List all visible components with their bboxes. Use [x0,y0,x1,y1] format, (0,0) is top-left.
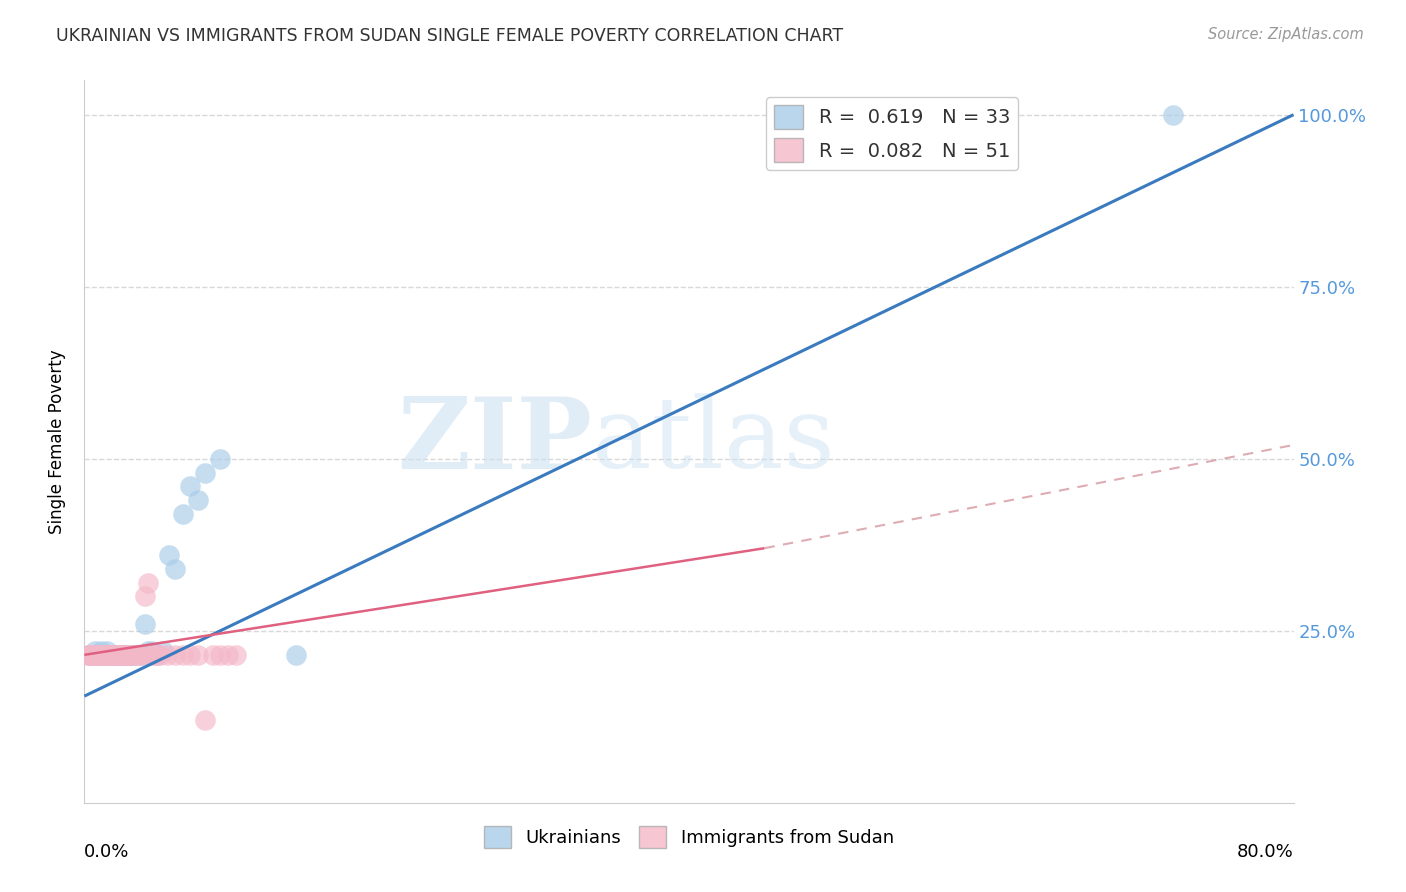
Point [87,648,110,662]
Point [131,648,153,662]
Point [209,451,232,466]
Point [107,648,129,662]
Point [87,648,110,662]
Point [100,648,122,662]
Point [120,648,142,662]
Point [139,648,162,662]
Point [97,648,120,662]
Point [134,616,156,631]
Point [285,648,308,662]
Point [79,648,101,662]
Point [152,644,174,658]
Point [114,648,136,662]
Point [82,648,104,662]
Y-axis label: Single Female Poverty: Single Female Poverty [48,350,66,533]
Text: atlas: atlas [592,393,835,490]
Point [217,648,239,662]
Point [122,648,145,662]
Point [98,648,121,662]
Point [201,648,224,662]
Point [187,648,209,662]
Point [96,648,118,662]
Point [111,648,134,662]
Point [118,648,141,662]
Point [114,648,136,662]
Text: 0.0%: 0.0% [84,843,129,861]
Point [111,648,134,662]
Point [86,648,108,662]
Point [194,713,217,727]
Point [80,648,103,662]
Point [1161,108,1184,122]
Point [90,648,112,662]
Point [209,648,232,662]
Point [120,648,142,662]
Point [187,493,209,508]
Point [146,648,169,662]
Point [98,648,121,662]
Legend: Ukrainians, Immigrants from Sudan: Ukrainians, Immigrants from Sudan [477,819,901,855]
Point [115,648,138,662]
Point [149,648,172,662]
Point [112,648,135,662]
Point [225,648,247,662]
Point [110,648,132,662]
Point [108,648,131,662]
Point [172,648,194,662]
Point [94,648,117,662]
Point [117,648,139,662]
Text: ZIP: ZIP [398,393,592,490]
Point [128,648,150,662]
Point [96,644,118,658]
Point [77,648,100,662]
Point [105,648,128,662]
Text: Source: ZipAtlas.com: Source: ZipAtlas.com [1208,27,1364,42]
Text: 80.0%: 80.0% [1237,843,1294,861]
Point [117,648,139,662]
Point [165,648,187,662]
Point [122,648,145,662]
Point [194,466,217,480]
Point [91,648,114,662]
Point [179,648,201,662]
Point [107,648,129,662]
Point [90,644,112,658]
Point [80,648,103,662]
Point [134,590,156,604]
Point [76,648,98,662]
Point [121,648,143,662]
Point [79,648,101,662]
Point [101,648,124,662]
Point [179,479,201,493]
Point [141,644,163,658]
Point [165,562,187,576]
Point [84,644,107,658]
Point [84,648,107,662]
Point [125,648,148,662]
Point [89,648,111,662]
Point [136,575,159,590]
Point [104,648,127,662]
Point [127,648,149,662]
Point [108,648,131,662]
Point [142,648,165,662]
Point [146,648,169,662]
Point [105,648,128,662]
Point [93,648,115,662]
Point [157,548,180,562]
Point [136,644,159,658]
Point [156,648,179,662]
Point [131,648,153,662]
Point [172,507,194,521]
Text: UKRAINIAN VS IMMIGRANTS FROM SUDAN SINGLE FEMALE POVERTY CORRELATION CHART: UKRAINIAN VS IMMIGRANTS FROM SUDAN SINGL… [56,27,844,45]
Point [101,648,124,662]
Point [93,648,115,662]
